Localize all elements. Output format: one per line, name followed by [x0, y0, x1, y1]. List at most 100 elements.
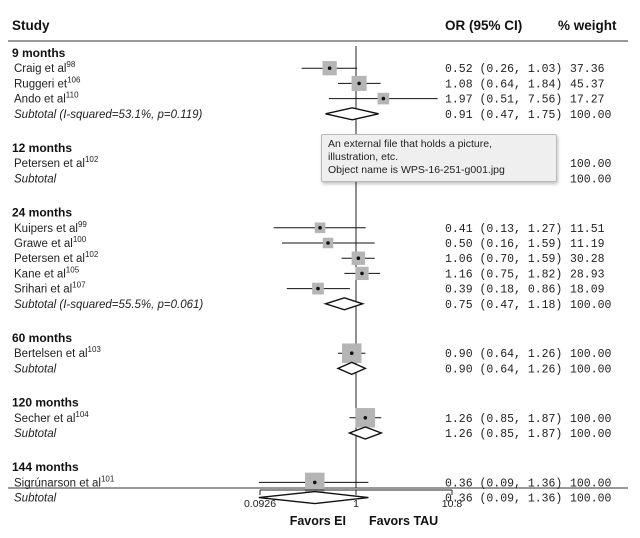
study-ref: 99 [78, 220, 87, 229]
subtotal-or-ci: 0.75 (0.47, 1.18) [445, 299, 562, 312]
study-name: Petersen et al102 [14, 250, 99, 265]
weight-value: 100.00 [570, 413, 612, 426]
subtotal-weight: 100.00 [570, 299, 612, 312]
favors-right-label: Favors TAU [369, 514, 438, 528]
subtotal-or-ci: 0.36 (0.09, 1.36) [445, 493, 562, 506]
x-axis: 0.0926 1 10.8 Favors EI Favors TAU [244, 489, 463, 528]
subtotal-diamond [347, 426, 384, 440]
or-ci-value: 1.26 (0.85, 1.87) [445, 413, 562, 426]
weight-value: 100.00 [570, 477, 612, 490]
weight-value: 100.00 [570, 158, 612, 171]
weight-value: 37.36 [570, 63, 605, 76]
plot-layer [258, 46, 438, 505]
subtotal-or-ci: 1.26 (0.85, 1.87) [445, 428, 562, 441]
point-estimate [318, 226, 322, 230]
subtotal-diamond [323, 297, 365, 311]
weight-value: 45.37 [570, 78, 605, 91]
x-tick-label: 0.0926 [244, 498, 276, 510]
study-ref: 101 [101, 474, 115, 483]
subtotal-diamond [258, 490, 369, 505]
point-estimate [381, 96, 386, 101]
study-name: Kane et al105 [14, 265, 80, 280]
subtotal-diamond [336, 361, 368, 376]
study-ref: 106 [67, 75, 81, 84]
or-ci-value: 0.52 (0.26, 1.03) [445, 63, 562, 76]
x-tick-label: 1 [353, 498, 359, 510]
group-title: 24 months [12, 206, 72, 220]
weight-value: 18.09 [570, 284, 605, 297]
study-name: Srihari et al107 [14, 281, 86, 296]
group-title: 12 months [12, 141, 72, 155]
group-title: 120 months [12, 396, 79, 410]
or-ci-column-header: OR (95% CI) [445, 18, 522, 33]
subtotal-diamond [325, 107, 379, 121]
favors-left-label: Favors EI [290, 514, 346, 528]
or-ci-value: 0.41 (0.13, 1.27) [445, 223, 562, 236]
study-name: Grawe et al100 [14, 235, 87, 250]
study-ref: 102 [85, 155, 99, 164]
point-estimate [356, 256, 361, 261]
subtotal-weight: 100.00 [570, 428, 612, 441]
tooltip-line-1: An external file that holds a picture, [328, 138, 493, 150]
weight-value: 30.28 [570, 253, 605, 266]
study-ref: 107 [72, 281, 86, 290]
study-name: Petersen et al102 [14, 155, 99, 170]
study-ref: 102 [85, 250, 99, 259]
study-ref: 104 [75, 410, 89, 419]
weight-value: 100.00 [570, 348, 612, 361]
point-estimate [326, 241, 330, 245]
study-name: Ruggeri et106 [14, 75, 81, 90]
group-title: 60 months [12, 331, 72, 345]
or-ci-value: 0.39 (0.18, 0.86) [445, 284, 562, 297]
study-ref: 110 [66, 91, 79, 100]
study-name: Craig et al98 [14, 60, 76, 75]
weight-value: 28.93 [570, 268, 605, 281]
subtotal-weight: 100.00 [570, 363, 612, 376]
study-ref: 98 [66, 60, 75, 69]
tooltip-line-2: illustration, etc. [328, 151, 399, 163]
study-name: Ando et al110 [14, 91, 79, 106]
subtotal-weight: 100.00 [570, 109, 612, 122]
point-estimate [316, 286, 320, 291]
weight-column-header: % weight [558, 18, 617, 33]
weight-value: 17.27 [570, 94, 605, 107]
point-estimate [349, 351, 354, 356]
subtotal-label: Subtotal [14, 173, 57, 185]
study-column-header: Study [12, 18, 50, 33]
point-estimate [360, 271, 364, 276]
image-tooltip: An external file that holds a picture, i… [321, 134, 557, 182]
study-ref: 103 [88, 345, 102, 354]
subtotal-weight: 100.00 [570, 493, 612, 506]
subtotal-label: Subtotal [14, 493, 57, 505]
study-name: Secher et al104 [14, 410, 89, 425]
study-ref: 100 [73, 235, 87, 244]
x-tick-label: 10.8 [442, 498, 463, 510]
study-name: Sigrúnarson et al101 [14, 474, 115, 489]
study-name: Bertelsen et al103 [14, 345, 101, 360]
study-ref: 105 [66, 265, 80, 274]
or-ci-value: 0.90 (0.64, 1.26) [445, 348, 562, 361]
study-name: Kuipers et al99 [14, 220, 87, 235]
or-ci-value: 0.50 (0.16, 1.59) [445, 238, 562, 251]
or-ci-value: 1.16 (0.75, 1.82) [445, 268, 562, 281]
group-title: 144 months [12, 460, 79, 474]
or-ci-value: 1.08 (0.64, 1.84) [445, 78, 562, 91]
tooltip-line-3: Object name is WPS-16-251-g001.jpg [328, 164, 505, 176]
subtotal-or-ci: 0.90 (0.64, 1.26) [445, 363, 562, 376]
point-estimate [327, 66, 332, 70]
subtotal-or-ci: 0.91 (0.47, 1.75) [445, 109, 562, 122]
or-ci-value: 0.36 (0.09, 1.36) [445, 477, 562, 490]
point-estimate [357, 81, 361, 86]
subtotal-label: Subtotal (I-squared=53.1%, p=0.119) [14, 109, 203, 121]
subtotal-label: Subtotal [14, 363, 57, 375]
subtotal-label: Subtotal [14, 428, 57, 440]
subtotal-label: Subtotal (I-squared=55.5%, p=0.061) [14, 299, 203, 311]
subtotal-weight: 100.00 [570, 173, 612, 186]
weight-value: 11.19 [570, 238, 605, 251]
weight-value: 11.51 [570, 223, 605, 236]
group-title: 9 months [12, 46, 66, 60]
or-ci-value: 1.06 (0.70, 1.59) [445, 253, 562, 266]
or-ci-value: 1.97 (0.51, 7.56) [445, 94, 562, 107]
